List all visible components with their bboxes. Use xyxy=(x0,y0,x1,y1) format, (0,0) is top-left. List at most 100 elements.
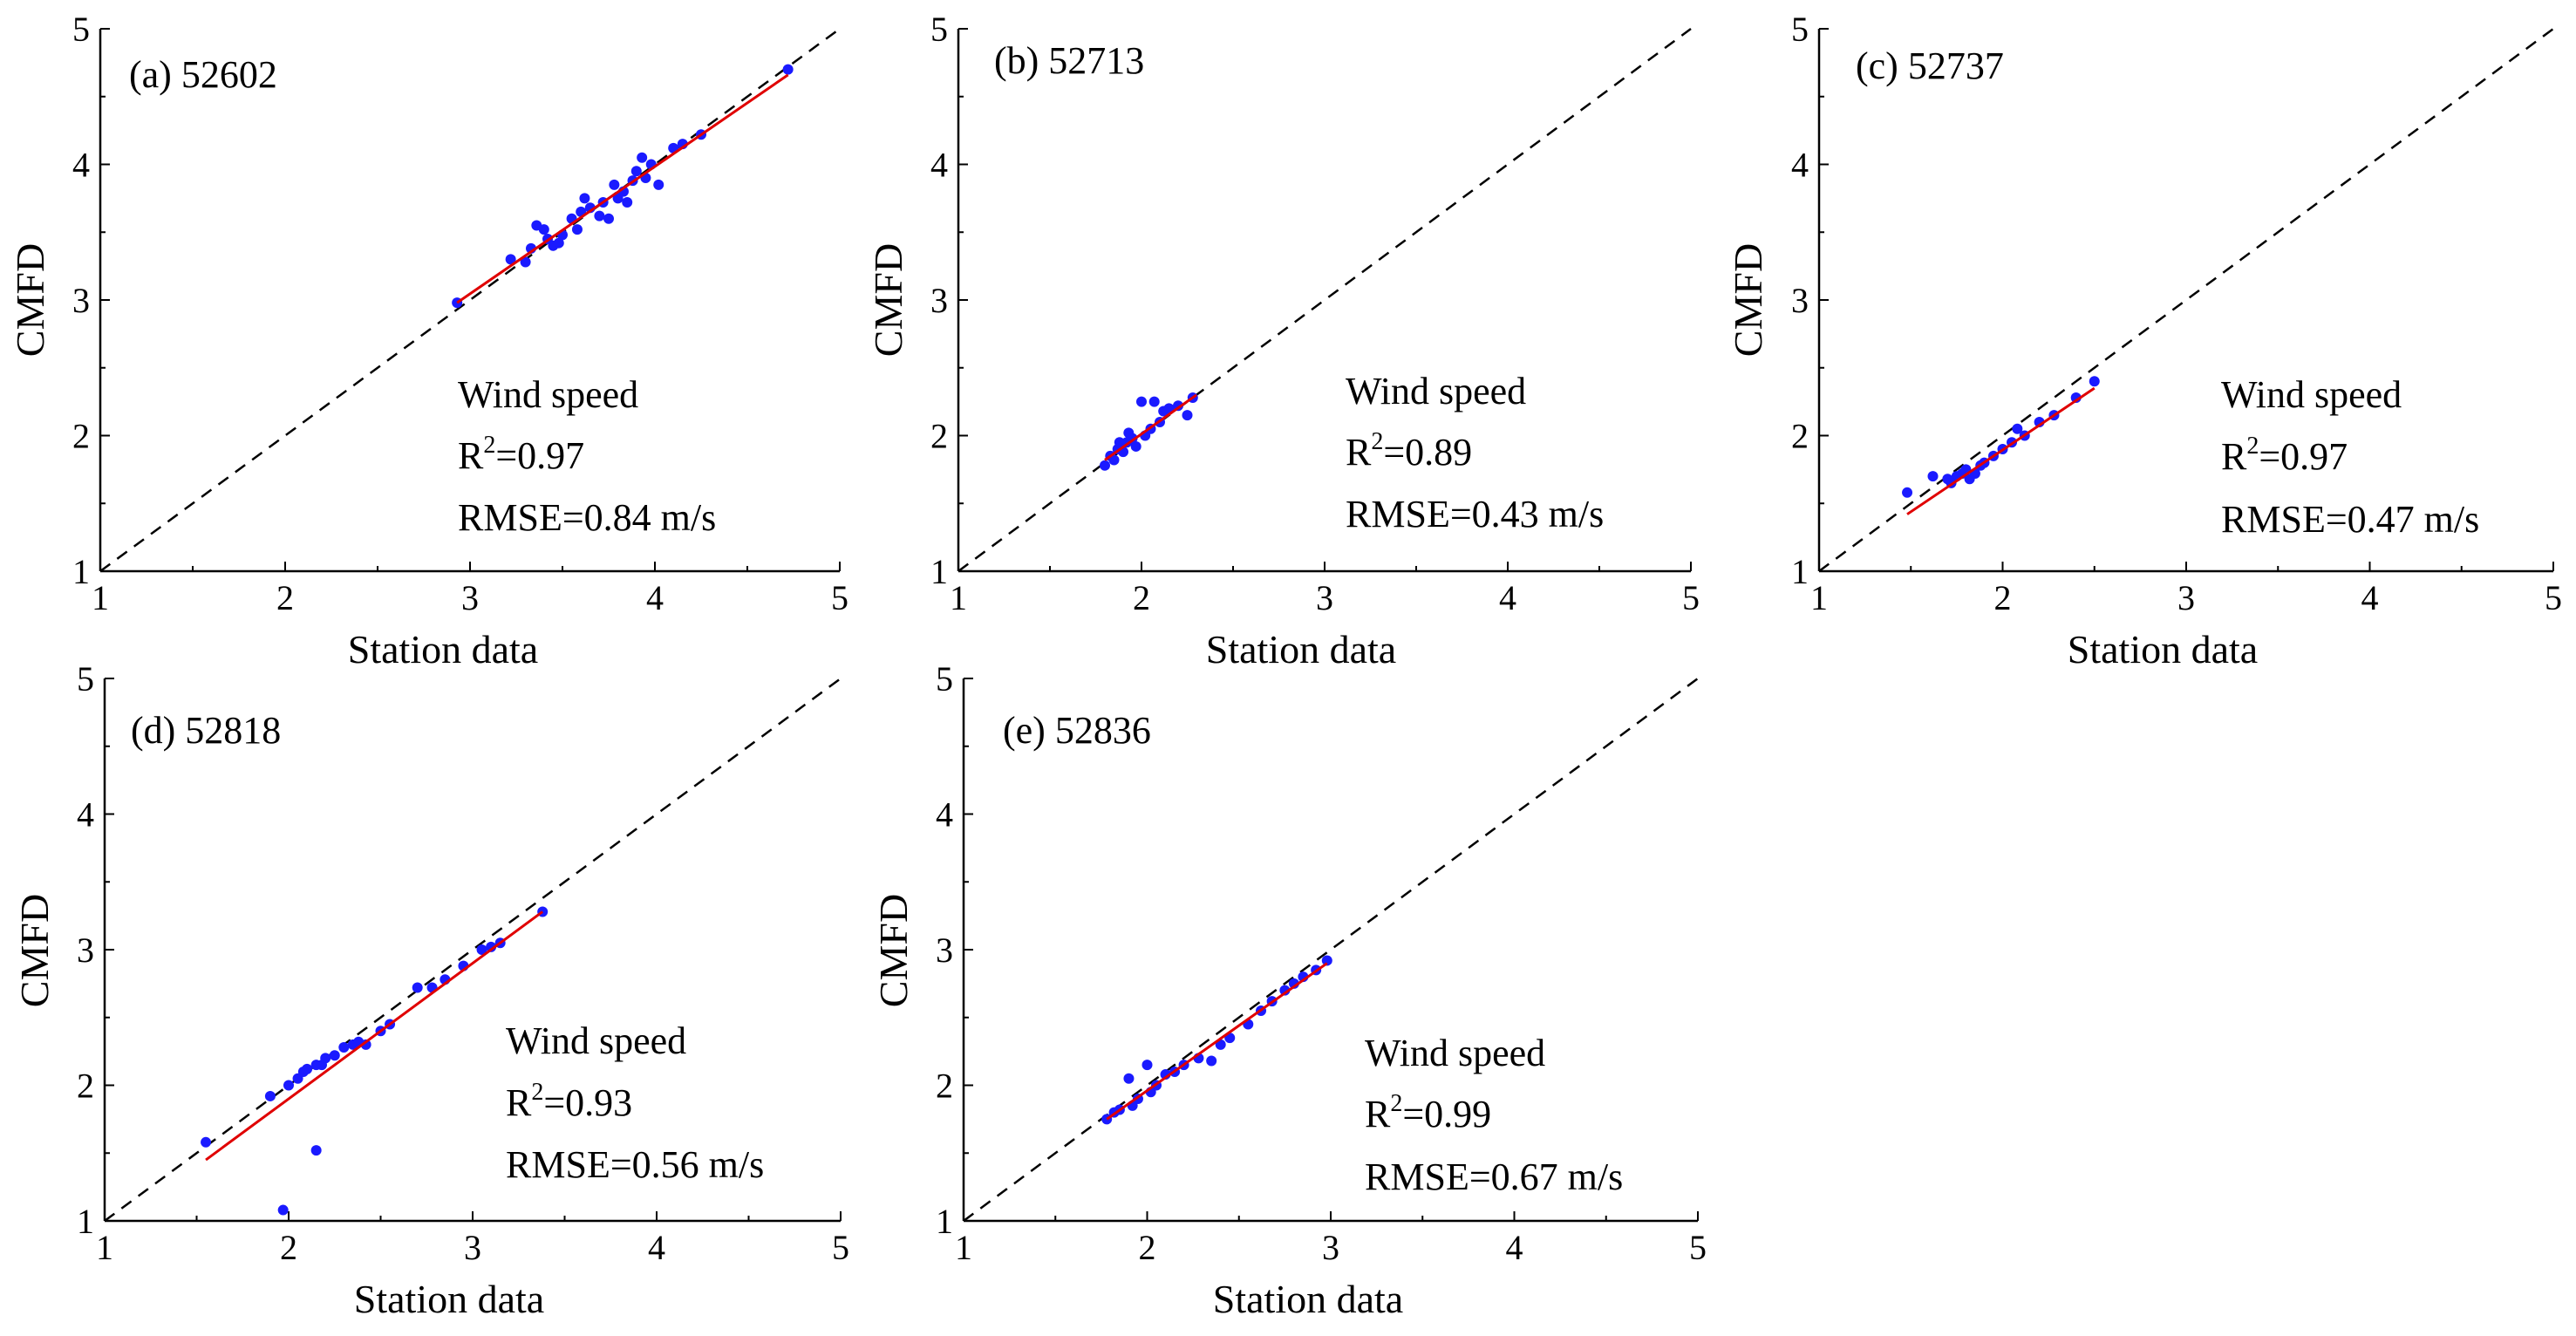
data-point xyxy=(594,210,605,222)
r2-letter: R xyxy=(1346,431,1372,474)
data-point xyxy=(538,224,549,235)
plot-area: 1 2 3 4 5 1 2 3 4 5 xyxy=(72,10,848,617)
one-to-one-line xyxy=(957,27,1692,573)
panel-label: (e) 52836 xyxy=(1003,709,1151,752)
data-point xyxy=(201,1136,212,1148)
regression-line xyxy=(1104,393,1197,461)
y-tick-label: 2 xyxy=(77,1067,94,1106)
y-tick-label: 4 xyxy=(936,795,953,835)
variable-label: Wind speed xyxy=(1365,1032,1545,1074)
data-point xyxy=(1108,454,1120,466)
data-point xyxy=(1123,1073,1135,1084)
plot-area: 1 2 3 4 5 1 2 3 4 5 xyxy=(77,659,849,1267)
data-point xyxy=(653,179,664,190)
data-point xyxy=(1206,1055,1217,1067)
regression-line xyxy=(456,73,789,304)
data-point xyxy=(277,1204,289,1216)
data-point xyxy=(520,256,531,268)
data-point xyxy=(1902,487,1913,498)
y-tick-label: 2 xyxy=(936,1067,953,1106)
data-point xyxy=(1123,427,1135,439)
data-point xyxy=(360,1039,371,1050)
r2-value: =0.97 xyxy=(495,434,584,477)
rmse-label: RMSE=0.47 m/s xyxy=(2221,498,2479,541)
x-axis-label: Station data xyxy=(1206,627,1396,671)
variable-label: Wind speed xyxy=(458,373,638,416)
y-tick-label: 3 xyxy=(1791,281,1809,320)
data-point xyxy=(553,237,564,249)
panel-label: (b) 52713 xyxy=(994,39,1144,82)
data-point xyxy=(1964,474,1975,485)
data-point xyxy=(505,254,516,265)
plot-area: 1 2 3 4 5 1 2 3 4 5 xyxy=(936,659,1707,1267)
x-tick-label: 2 xyxy=(1994,578,2012,617)
r2-superscript: 2 xyxy=(531,1079,543,1106)
data-point xyxy=(2012,423,2023,434)
x-tick-label: 5 xyxy=(1682,578,1700,617)
plot-area: 1 2 3 4 5 1 2 3 4 5 xyxy=(1791,10,2562,617)
x-axis-label: Station data xyxy=(354,1277,544,1321)
data-point xyxy=(1141,1060,1153,1071)
r2-letter: R xyxy=(2221,435,2247,478)
data-point xyxy=(310,1145,322,1156)
r2-label: R2=0.89 xyxy=(1346,428,1472,474)
one-to-one-line xyxy=(104,677,842,1223)
y-tick-label: 2 xyxy=(1791,417,1809,456)
r2-label: R2=0.97 xyxy=(458,432,584,477)
y-tick-label: 1 xyxy=(936,1202,953,1241)
data-point xyxy=(609,179,620,190)
x-tick-label: 3 xyxy=(464,1228,481,1267)
variable-label: Wind speed xyxy=(506,1019,686,1062)
x-axis-label: Station data xyxy=(2068,627,2258,671)
y-tick-label: 1 xyxy=(1791,552,1809,591)
y-tick-label: 2 xyxy=(930,417,948,456)
x-tick-label: 1 xyxy=(1810,578,1828,617)
x-tick-label: 4 xyxy=(1506,1228,1523,1267)
r2-superscript: 2 xyxy=(2246,433,2259,460)
y-tick-label: 3 xyxy=(72,281,90,320)
data-point xyxy=(302,1063,313,1074)
data-point xyxy=(630,166,642,177)
x-tick-label: 3 xyxy=(1316,578,1333,617)
x-tick-label: 1 xyxy=(92,578,109,617)
panel-label: (d) 52818 xyxy=(131,709,281,752)
r2-label: R2=0.99 xyxy=(1365,1090,1491,1135)
x-axis-label: Station data xyxy=(1213,1277,1403,1321)
data-point xyxy=(1927,471,1939,482)
plot-area: 1 2 3 4 5 1 2 3 4 5 xyxy=(930,10,1700,617)
regression-line xyxy=(1906,386,2096,515)
data-point xyxy=(412,982,423,993)
regression-line xyxy=(1106,962,1328,1121)
x-tick-label: 2 xyxy=(280,1228,297,1267)
y-tick-label: 5 xyxy=(1791,10,1809,49)
x-tick-label: 1 xyxy=(955,1228,972,1267)
y-axis-label: CMFD xyxy=(12,894,57,1007)
y-tick-label: 4 xyxy=(1791,146,1809,185)
data-point xyxy=(320,1053,331,1064)
data-point xyxy=(579,193,590,204)
r2-superscript: 2 xyxy=(1371,428,1383,455)
y-tick-label: 1 xyxy=(930,552,948,591)
data-point xyxy=(1279,985,1291,996)
rmse-label: RMSE=0.84 m/s xyxy=(458,496,716,539)
x-tick-label: 5 xyxy=(831,578,848,617)
r2-value: =0.97 xyxy=(2259,435,2348,478)
x-tick-label: 2 xyxy=(1139,1228,1156,1267)
y-tick-label: 1 xyxy=(77,1202,94,1241)
x-tick-label: 5 xyxy=(832,1228,849,1267)
data-point xyxy=(1182,410,1193,421)
y-tick-label: 4 xyxy=(77,795,94,835)
y-tick-label: 3 xyxy=(77,930,94,970)
data-point xyxy=(486,941,497,952)
y-tick-label: 5 xyxy=(72,10,90,49)
r2-superscript: 2 xyxy=(1390,1090,1402,1117)
r2-superscript: 2 xyxy=(483,432,495,459)
panel-label: (a) 52602 xyxy=(129,53,277,96)
data-point xyxy=(283,1080,294,1091)
one-to-one-line xyxy=(963,677,1699,1223)
y-tick-label: 2 xyxy=(72,417,90,456)
